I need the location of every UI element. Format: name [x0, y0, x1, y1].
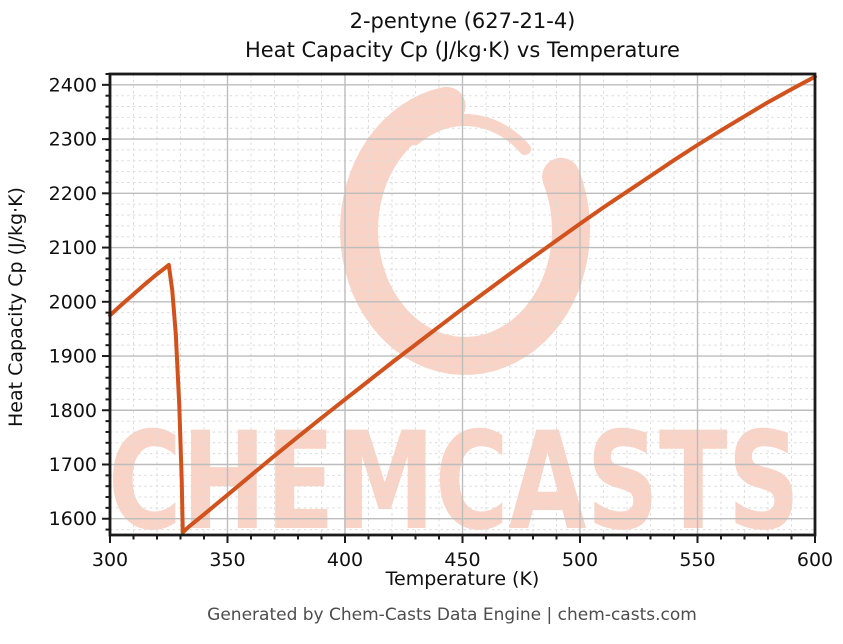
- y-axis-label: Heat Capacity Cp (J/kg·K): [5, 187, 27, 427]
- y-tick-label: 2400: [49, 74, 97, 96]
- watermark-enso-icon: [339, 86, 591, 375]
- y-tick-label: 2000: [49, 291, 97, 313]
- watermark: CHEMCASTS: [108, 86, 800, 560]
- y-tick-label: 1600: [49, 508, 97, 530]
- page-title-line-1: 2-pentyne (627-21-4): [349, 9, 576, 33]
- x-tick-label: 300: [92, 549, 128, 571]
- watermark-text: CHEMCASTS: [108, 403, 800, 560]
- x-tick-label: 550: [679, 549, 715, 571]
- x-tick-label: 450: [444, 549, 480, 571]
- x-axis-label: Temperature (K): [385, 568, 540, 590]
- x-tick-label: 600: [797, 549, 833, 571]
- y-tick-label: 1900: [49, 346, 97, 368]
- plot-border: [108, 72, 817, 537]
- y-tick-label: 2100: [49, 237, 97, 259]
- y-tick-label: 2300: [49, 129, 97, 151]
- y-tick-labels: 1600 1700 1800 1900 2000 2100 2200 2300 2400: [49, 74, 97, 530]
- y-tick-label: 1800: [49, 400, 97, 422]
- footer-credit: Generated by Chem-Casts Data Engine | ch…: [207, 605, 697, 625]
- x-tick-labels: 300 350 400 450 500 550 600: [92, 549, 833, 571]
- page-title-line-2: Heat Capacity Cp (J/kg·K) vs Temperature: [245, 38, 680, 62]
- cp-line-series: [108, 74, 817, 535]
- y-tick-label: 2200: [49, 183, 97, 205]
- x-tick-label: 400: [327, 549, 363, 571]
- x-tick-label: 350: [209, 549, 245, 571]
- watermark-enso-inner-stroke-icon: [408, 114, 531, 155]
- x-tick-label: 500: [562, 549, 598, 571]
- y-tick-label: 1700: [49, 454, 97, 476]
